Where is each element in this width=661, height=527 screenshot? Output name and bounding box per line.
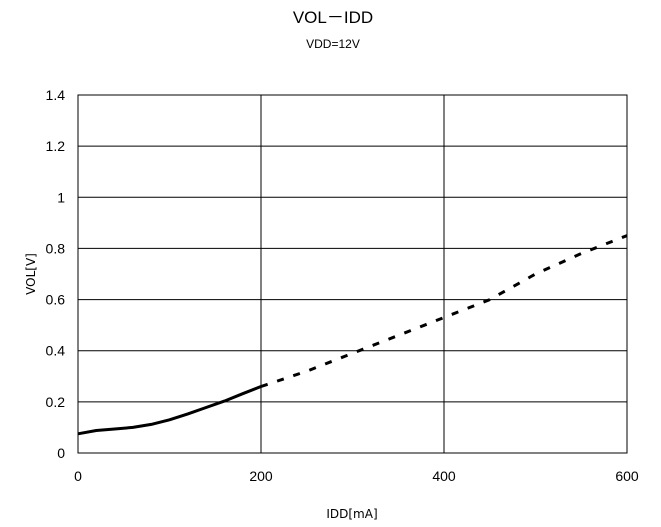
- series-group: [77, 234, 628, 436]
- grid: [77, 94, 628, 454]
- x-tick-label: 600: [615, 468, 639, 484]
- y-tick-label: 0.6: [46, 292, 66, 308]
- y-tick-label: 1.4: [46, 87, 66, 103]
- y-tick-label: 0: [57, 445, 65, 461]
- y-tick-label: 0.4: [46, 343, 66, 359]
- x-tick-labels: 0 200 400 600: [74, 468, 639, 484]
- x-tick-label: 0: [74, 468, 82, 484]
- x-tick-label: 200: [249, 468, 273, 484]
- x-tick-label: 400: [432, 468, 456, 484]
- y-tick-label: 0.8: [46, 240, 66, 256]
- y-tick-label: 0.2: [46, 394, 66, 410]
- chart-title: VOL－IDD: [293, 8, 373, 27]
- y-tick-labels: 0 0.2 0.4 0.6 0.8 1 1.2 1.4: [46, 87, 66, 461]
- series-line-solid: [77, 385, 262, 436]
- y-axis-label: VOL[V]: [24, 253, 38, 295]
- y-tick-label: 1: [57, 189, 65, 205]
- plot-frame: [77, 94, 628, 454]
- y-tick-label: 1.2: [46, 138, 66, 154]
- x-axis-label: IDD[mA]: [326, 507, 377, 521]
- chart-subtitle: VDD=12V: [306, 37, 360, 51]
